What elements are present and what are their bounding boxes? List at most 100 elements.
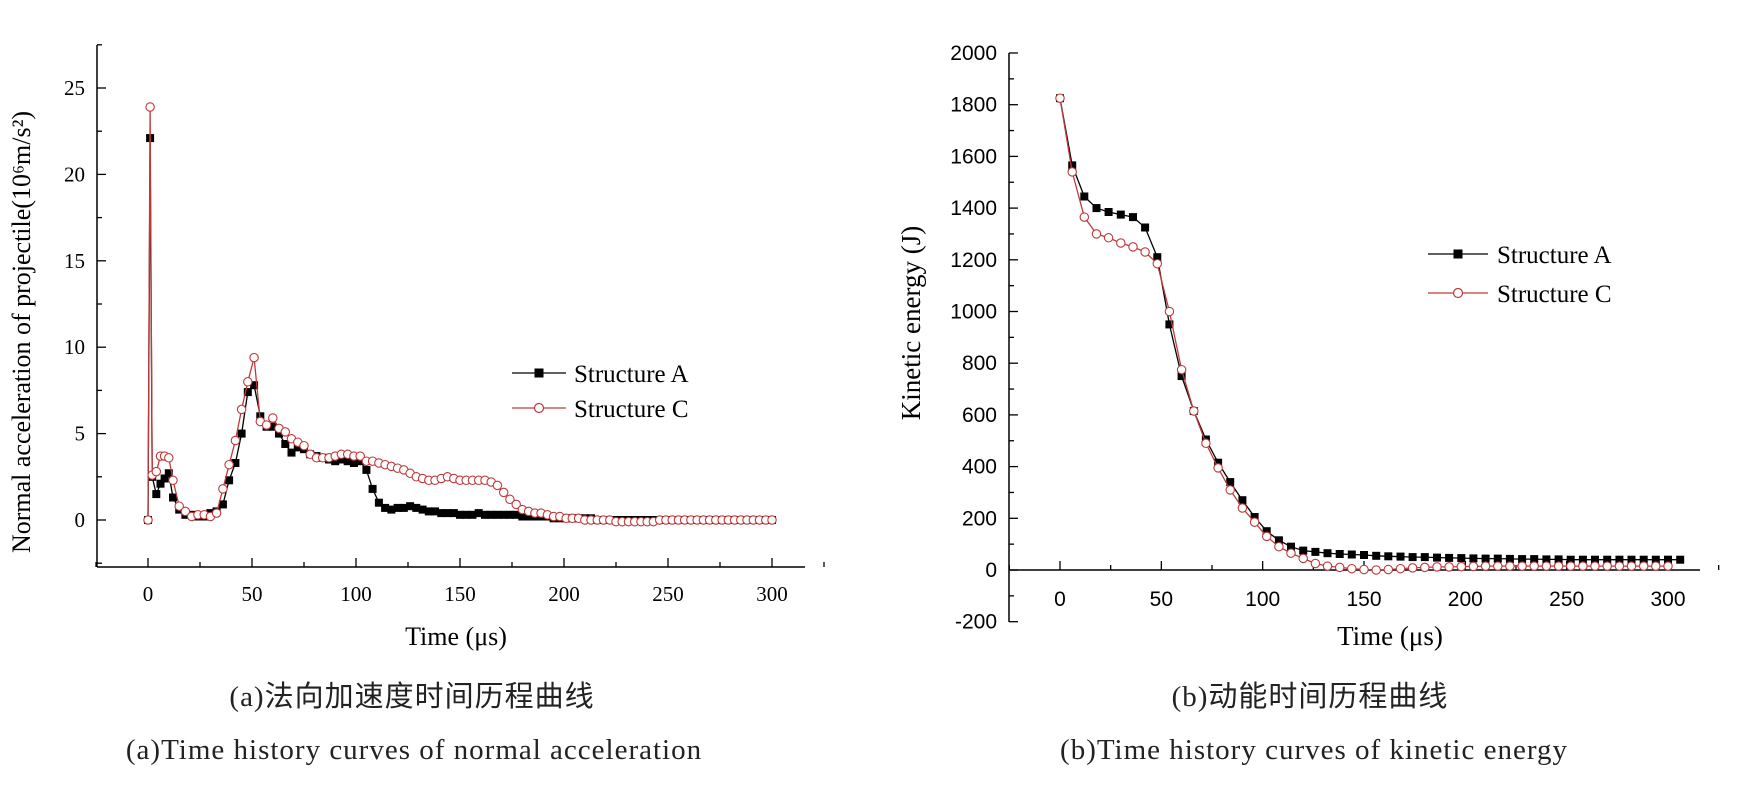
- chart-b-x-axis-title: Time (μs): [1337, 621, 1443, 651]
- chart-a-point-structure-c: [230, 435, 241, 446]
- chart-a-point-structure-a: [412, 503, 421, 512]
- chart-a-caption-cn: (a)法向加速度时间历程曲线: [229, 680, 594, 713]
- chart-a-point-structure-c: [511, 499, 521, 510]
- chart-b-point-structure-a: [1591, 555, 1599, 564]
- chart-a-point-structure-a: [152, 490, 161, 499]
- chart-a-point-structure-a: [231, 459, 240, 467]
- chart-b-point-structure-c: [1529, 561, 1539, 571]
- chart-a-y-tick-label: 15: [64, 249, 85, 273]
- chart-b-point-structure-a: [1129, 213, 1137, 222]
- chart-a-point-structure-a: [293, 443, 302, 452]
- chart-b-point-structure-a: [1372, 551, 1381, 560]
- chart-b-x-tick-label: 250: [1549, 588, 1584, 611]
- chart-a-x-tick-label: 50: [242, 582, 263, 606]
- chart-a-x-tick-label: 100: [340, 582, 372, 606]
- chart-b-point-structure-c: [1517, 561, 1527, 571]
- chart-a-point-structure-c: [492, 480, 503, 491]
- chart-b-point-structure-c: [1091, 229, 1102, 239]
- chart-b-point-structure-c: [1152, 258, 1163, 269]
- chart-a-point-structure-c: [280, 427, 291, 437]
- chart-b-point-structure-a: [1481, 554, 1490, 563]
- chart-b-point-structure-a: [1068, 161, 1077, 170]
- chart-b-point-structure-a: [1408, 553, 1417, 562]
- chart-b-point-structure-c: [1553, 561, 1564, 571]
- chart-b-y-tick-label: 600: [962, 404, 997, 427]
- chart-a-point-structure-c: [180, 506, 191, 517]
- chart-b-point-structure-c: [1578, 561, 1588, 571]
- chart-a-point-structure-a: [218, 500, 227, 509]
- chart-b-point-structure-c: [1480, 561, 1491, 571]
- chart-a-point-structure-a: [275, 429, 283, 438]
- chart-b-point-structure-c: [1201, 438, 1211, 449]
- chart-b-point-structure-a: [1092, 204, 1101, 213]
- chart-b-point-structure-a: [1518, 555, 1527, 564]
- chart-a-point-structure-c: [243, 377, 253, 387]
- chart-b-point-structure-c: [1055, 93, 1065, 103]
- chart-a-point-structure-a: [374, 498, 383, 507]
- chart-b-point-structure-c: [1298, 553, 1308, 564]
- chart-a-point-structure-a: [481, 510, 489, 519]
- chart-b-point-structure-c: [1456, 561, 1467, 572]
- chart-a-point-structure-a: [468, 510, 477, 519]
- chart-b-point-structure-a: [1347, 550, 1356, 559]
- chart-a-point-structure-a: [368, 484, 377, 493]
- chart-a-point-structure-a: [250, 381, 259, 390]
- chart-b-point-structure-a: [1153, 253, 1162, 262]
- chart-b-y-tick-label: 0: [985, 559, 997, 582]
- chart-b-x-tick-label: 50: [1150, 588, 1173, 611]
- chart-b-point-structure-c: [1067, 167, 1077, 177]
- chart-b-point-structure-a: [1578, 555, 1587, 564]
- chart-a-point-structure-a: [512, 510, 521, 519]
- chart-a-point-structure-a: [356, 457, 365, 466]
- chart-a-point-structure-c: [211, 508, 222, 518]
- legend-b-marker-structure-a: [1453, 249, 1463, 259]
- chart-b-y-tick-label: 1200: [950, 249, 997, 272]
- chart-b-series: [1055, 93, 1685, 575]
- chart-a-point-structure-a: [487, 510, 496, 519]
- chart-a-point-structure-c: [218, 484, 228, 494]
- chart-b-point-structure-a: [1505, 554, 1514, 563]
- chart-b-y-tick-label: 1000: [950, 301, 997, 324]
- chart-a-point-structure-a: [225, 476, 234, 485]
- chart-a-point-structure-a: [437, 509, 446, 518]
- chart-b-point-structure-a: [1542, 555, 1551, 564]
- chart-a-point-structure-a: [164, 469, 173, 478]
- chart-a-y-axis-title: Normal acceleration of projectile(10⁶m/s…: [7, 111, 36, 553]
- chart-a-point-structure-a: [518, 512, 527, 521]
- chart-a-point-structure-a: [443, 509, 452, 518]
- legend-b-marker-structure-c: [1452, 287, 1464, 299]
- chart-b-point-structure-a: [1457, 554, 1466, 563]
- chart-a-point-structure-a: [456, 510, 464, 519]
- chart-b-point-structure-c: [1359, 564, 1369, 575]
- chart-b-point-structure-c: [1626, 561, 1637, 571]
- chart-b-y-tick-label: 1800: [950, 94, 997, 117]
- chart-a-point-structure-c: [261, 420, 272, 430]
- chart-a-point-structure-a: [281, 440, 290, 448]
- chart-b-point-structure-a: [1287, 542, 1295, 551]
- chart-a-line-structure-a: [147, 138, 772, 521]
- chart-a-point-structure-c: [299, 440, 309, 451]
- chart-a-point-structure-a: [381, 503, 390, 512]
- chart-a-point-structure-a: [156, 479, 165, 488]
- chart-a-point-structure-c: [164, 453, 174, 463]
- chart-a-y-tick-label: 20: [64, 162, 85, 186]
- chart-b-point-structure-a: [1116, 210, 1125, 219]
- chart-a-x-tick-label: 200: [548, 582, 580, 606]
- chart-b-point-structure-a: [1445, 553, 1454, 562]
- chart-b-caption-cn: (b)动能时间历程曲线: [1172, 680, 1449, 713]
- chart-b-point-structure-a: [1676, 555, 1685, 564]
- chart-a-point-structure-c: [767, 515, 777, 525]
- chart-a-ticks: 0 50 100 150 200 250 300 0 5 10 15 20 25: [64, 44, 825, 606]
- chart-b-point-structure-c: [1505, 561, 1515, 571]
- chart-b-y-tick-label: 800: [962, 352, 997, 375]
- chart-b-point-structure-c: [1310, 558, 1321, 569]
- chart-a-point-structure-a: [387, 505, 396, 514]
- legend-a-label-structure-a: Structure A: [574, 361, 689, 388]
- chart-b-point-structure-c: [1541, 561, 1552, 571]
- legend-b-label-structure-c: Structure C: [1497, 281, 1612, 308]
- chart-b-point-structure-a: [1238, 496, 1247, 505]
- chart-a-point-structure-a: [474, 509, 483, 518]
- chart-b-point-structure-c: [1651, 561, 1661, 571]
- chart-a-point-structure-a: [243, 388, 252, 397]
- chart-b-point-structure-c: [1176, 364, 1187, 375]
